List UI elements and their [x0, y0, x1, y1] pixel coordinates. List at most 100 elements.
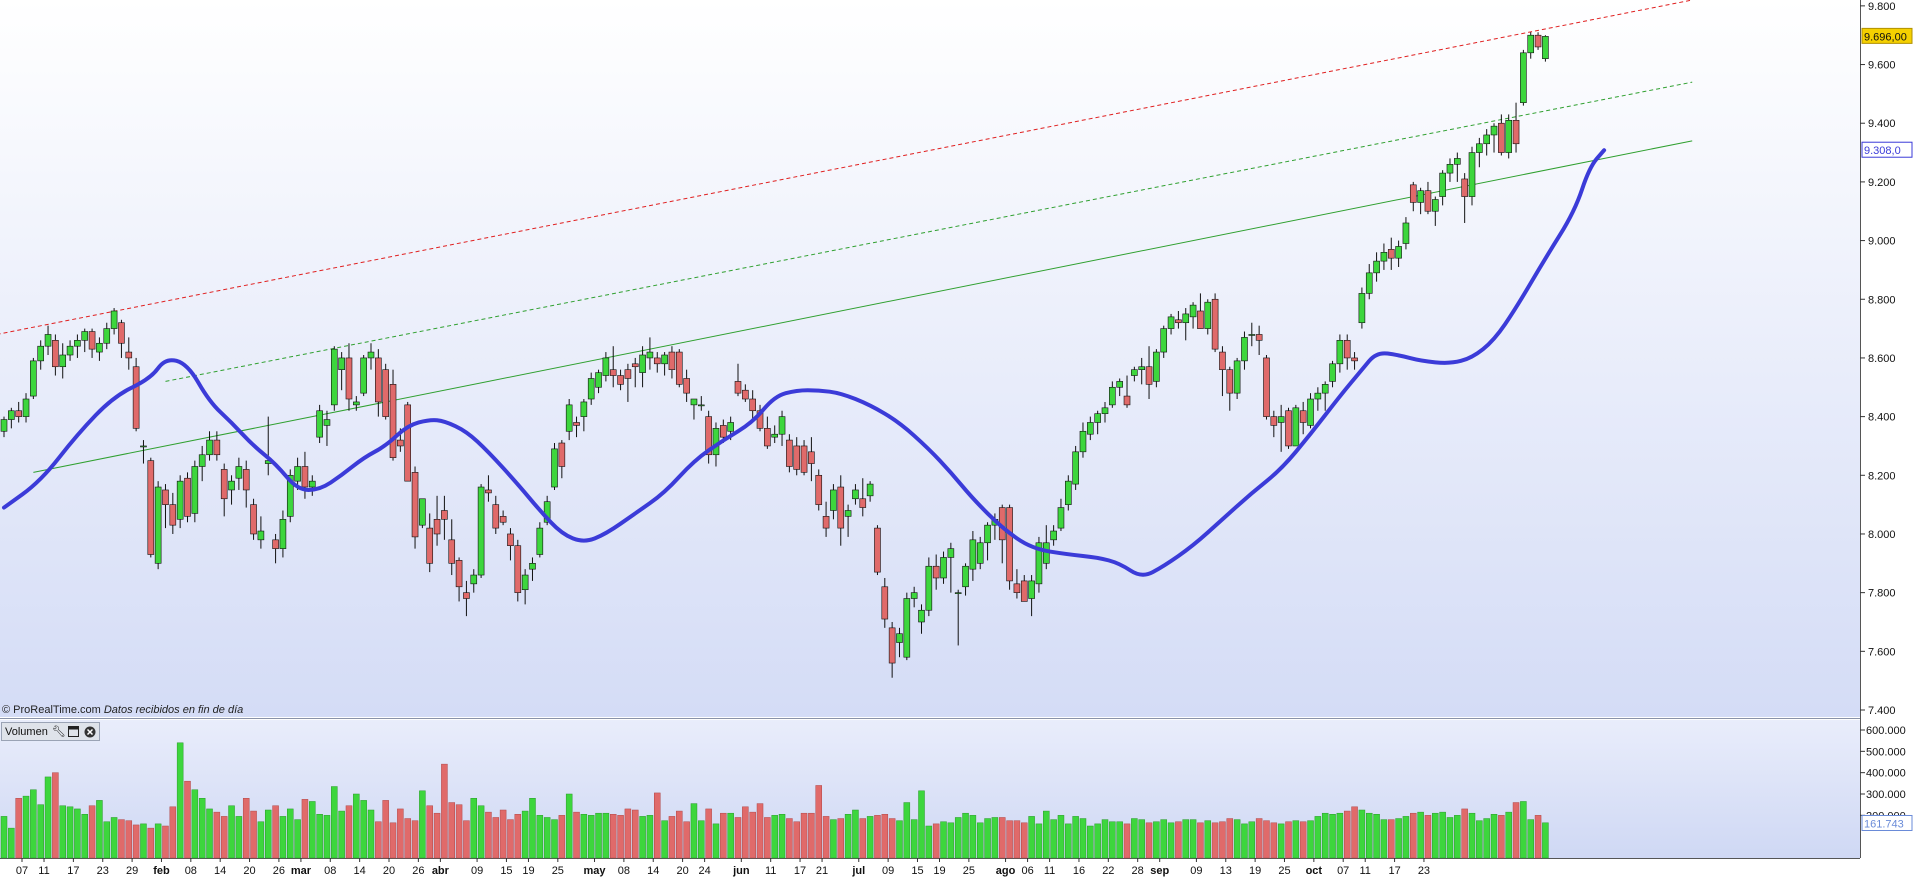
x-axis-labels: 07 11 17 23 29 feb 08 14 20 26 mar 08 14 20 26 abr 09 15 1… — [16, 858, 1430, 877]
volume-bar — [1373, 814, 1380, 859]
candle — [800, 440, 808, 476]
candle — [1197, 293, 1204, 329]
volume-bar — [448, 802, 455, 859]
candle-body — [1520, 52, 1527, 103]
volume-bar — [206, 808, 213, 859]
candle-body — [1116, 381, 1123, 388]
candle-body — [169, 504, 177, 526]
candle — [1182, 308, 1190, 341]
candle — [1241, 331, 1248, 370]
candle — [74, 334, 81, 358]
candle-body — [1490, 125, 1498, 136]
candle-body — [1270, 416, 1278, 426]
candle — [411, 466, 419, 549]
candle-body — [1182, 313, 1190, 324]
volume-bar — [1307, 820, 1314, 859]
candle — [492, 495, 500, 534]
candle — [485, 475, 492, 502]
candle — [918, 604, 925, 634]
window-icon[interactable] — [68, 725, 80, 738]
candle — [1424, 181, 1432, 215]
candle-body — [1358, 293, 1366, 324]
x-tick-label: 29 — [126, 865, 138, 877]
volume-bar — [1263, 820, 1270, 859]
candle — [668, 346, 676, 379]
candle — [573, 416, 580, 438]
volume-bar — [8, 827, 15, 859]
candle-body — [1050, 530, 1057, 541]
volume-bar — [668, 816, 676, 859]
volume-bar — [1145, 822, 1153, 859]
x-tick-label: 08 — [324, 865, 336, 877]
candle — [30, 357, 37, 400]
volume-bar — [954, 817, 962, 859]
wrench-icon[interactable]: 🔧︎ — [51, 725, 66, 738]
data-source-credit: © ProRealTime.com Datos recibidos en fin… — [2, 704, 243, 716]
candle-body — [1035, 542, 1043, 585]
candle — [228, 475, 235, 505]
candle-body — [910, 592, 918, 599]
y-tick-label: 7.600 — [1868, 646, 1896, 658]
candle-body — [1197, 310, 1204, 329]
candle — [910, 586, 918, 608]
volume-bar — [1542, 822, 1549, 859]
candle-body — [859, 498, 867, 508]
volume-bar — [169, 806, 177, 859]
candle — [81, 328, 89, 353]
candle-body — [1505, 119, 1512, 153]
candle — [844, 504, 852, 537]
close-icon[interactable] — [84, 726, 96, 738]
credit-note: Datos recibidos en fin de día — [103, 704, 244, 716]
x-tick-label: 11 — [1044, 865, 1055, 877]
candle-body — [492, 504, 500, 529]
candle-body — [815, 474, 823, 505]
volume-bar — [1461, 808, 1468, 859]
candle — [874, 525, 881, 576]
volume-bar — [1248, 821, 1256, 859]
candle — [786, 434, 793, 473]
candle-body — [624, 369, 632, 379]
volume-bar — [932, 823, 940, 859]
candle-body — [771, 433, 779, 438]
candle — [521, 569, 529, 605]
candle-body — [1432, 199, 1439, 212]
volume-bar — [595, 812, 602, 859]
candle — [514, 539, 522, 602]
volume-bar — [646, 815, 654, 859]
last-price-badge-text: 9.696,00 — [1864, 31, 1907, 43]
last-price-badge: 9.696,00 — [1861, 27, 1913, 44]
candle-body — [1409, 184, 1417, 203]
candle — [162, 484, 169, 529]
volume-bar — [1226, 818, 1234, 859]
candle-body — [1402, 222, 1410, 244]
volume-bar — [411, 820, 419, 859]
candle — [1343, 334, 1351, 370]
candle — [1483, 129, 1490, 156]
candle — [184, 472, 191, 523]
candle — [1263, 355, 1270, 420]
candle-body — [947, 548, 955, 558]
candle — [1314, 387, 1322, 411]
volume-bar — [66, 806, 74, 859]
candle-body — [896, 633, 903, 643]
x-tick-label: sep — [1150, 865, 1169, 877]
candle — [44, 325, 52, 355]
candle-body — [1211, 298, 1219, 350]
volume-badge-text: 161.743 — [1864, 818, 1904, 830]
candle-body — [1167, 316, 1175, 329]
candle — [360, 355, 367, 397]
volume-bar — [573, 811, 580, 859]
volume-bar — [903, 802, 911, 859]
volume-bar — [587, 815, 595, 859]
volume-bar — [301, 799, 309, 859]
volume-bar — [888, 818, 896, 859]
candle — [932, 554, 940, 590]
candle — [1050, 525, 1057, 546]
volume-badge-box — [1861, 814, 1913, 831]
candle — [426, 513, 434, 573]
candle-body — [323, 419, 331, 426]
volume-bar — [264, 809, 272, 859]
candle-body — [507, 533, 514, 547]
trendline-1 — [165, 81, 1693, 382]
